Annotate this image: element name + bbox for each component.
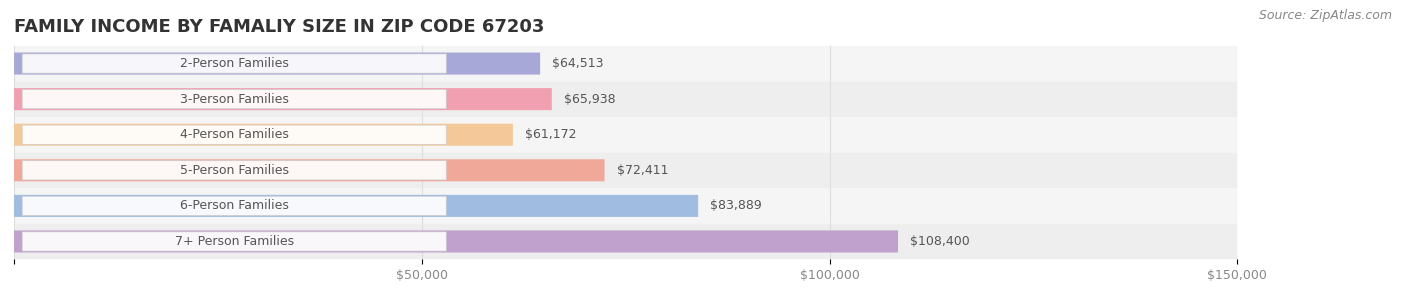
Text: 3-Person Families: 3-Person Families bbox=[180, 93, 288, 106]
Text: $65,938: $65,938 bbox=[564, 93, 616, 106]
FancyBboxPatch shape bbox=[14, 188, 1237, 224]
FancyBboxPatch shape bbox=[22, 232, 446, 251]
FancyBboxPatch shape bbox=[22, 125, 446, 144]
FancyBboxPatch shape bbox=[14, 88, 551, 110]
FancyBboxPatch shape bbox=[22, 90, 446, 109]
FancyBboxPatch shape bbox=[14, 231, 898, 253]
FancyBboxPatch shape bbox=[14, 117, 1237, 152]
Text: 5-Person Families: 5-Person Families bbox=[180, 164, 288, 177]
Text: $83,889: $83,889 bbox=[710, 199, 762, 212]
Text: 2-Person Families: 2-Person Families bbox=[180, 57, 288, 70]
Text: $108,400: $108,400 bbox=[910, 235, 970, 248]
FancyBboxPatch shape bbox=[14, 224, 1237, 259]
FancyBboxPatch shape bbox=[14, 195, 699, 217]
FancyBboxPatch shape bbox=[22, 161, 446, 180]
FancyBboxPatch shape bbox=[14, 81, 1237, 117]
Text: $72,411: $72,411 bbox=[617, 164, 668, 177]
FancyBboxPatch shape bbox=[14, 152, 1237, 188]
Text: $64,513: $64,513 bbox=[553, 57, 605, 70]
Text: 6-Person Families: 6-Person Families bbox=[180, 199, 288, 212]
FancyBboxPatch shape bbox=[22, 54, 446, 73]
Text: 4-Person Families: 4-Person Families bbox=[180, 128, 288, 141]
Text: FAMILY INCOME BY FAMALIY SIZE IN ZIP CODE 67203: FAMILY INCOME BY FAMALIY SIZE IN ZIP COD… bbox=[14, 18, 544, 36]
FancyBboxPatch shape bbox=[14, 46, 1237, 81]
Text: 7+ Person Families: 7+ Person Families bbox=[174, 235, 294, 248]
FancyBboxPatch shape bbox=[14, 124, 513, 146]
Text: Source: ZipAtlas.com: Source: ZipAtlas.com bbox=[1258, 9, 1392, 22]
FancyBboxPatch shape bbox=[22, 196, 446, 215]
FancyBboxPatch shape bbox=[14, 159, 605, 181]
Text: $61,172: $61,172 bbox=[524, 128, 576, 141]
FancyBboxPatch shape bbox=[14, 52, 540, 74]
